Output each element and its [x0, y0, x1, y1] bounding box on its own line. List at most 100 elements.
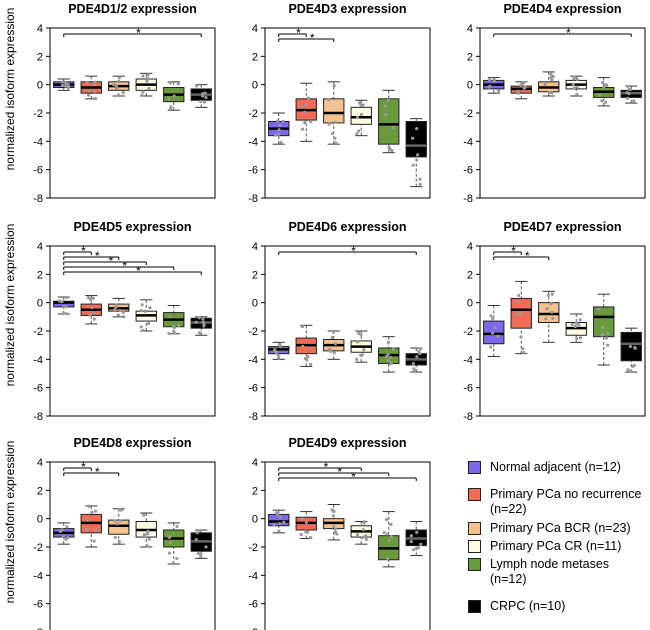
data-point	[390, 149, 394, 153]
data-point	[64, 305, 68, 309]
y-tick-label: 4	[37, 241, 43, 253]
panel-8: PDE4D9 expression 4 2 0 -2 -4 -6 -8 * * *	[248, 436, 431, 630]
significance-label: *	[324, 460, 329, 474]
data-point	[203, 91, 207, 95]
data-point	[391, 126, 395, 130]
data-point	[87, 89, 91, 93]
y-tick-label: 2	[252, 269, 258, 281]
data-point	[606, 331, 610, 336]
panel-frame	[264, 27, 431, 199]
y-tick-label: 2	[467, 269, 473, 281]
data-point	[493, 325, 497, 330]
data-point	[85, 80, 89, 85]
legend-swatch	[468, 522, 481, 535]
box-3	[108, 297, 130, 319]
data-point	[571, 83, 575, 87]
y-tick-label: 0	[252, 80, 258, 92]
legend-label: Primary PCa BCR (n=23)	[490, 521, 631, 535]
data-point	[119, 508, 123, 512]
data-point	[355, 357, 359, 361]
y-tick-label: -4	[248, 136, 258, 148]
box-3	[108, 75, 130, 98]
data-point	[412, 367, 416, 371]
data-point	[389, 535, 393, 539]
data-point	[139, 325, 143, 329]
box-3	[323, 329, 345, 360]
data-point	[90, 306, 94, 310]
data-point	[66, 83, 70, 87]
data-point	[389, 362, 393, 366]
data-point	[197, 331, 202, 335]
data-point	[88, 297, 92, 301]
significance-label: *	[81, 460, 86, 474]
data-point	[118, 519, 122, 523]
y-tick-label: -2	[463, 108, 473, 120]
data-point	[573, 324, 577, 329]
data-point	[204, 545, 208, 549]
panel-3: PDE4D4 expression 4 2 0 -2 -4 -6 -8 *	[463, 2, 646, 205]
data-point	[171, 325, 176, 329]
data-point	[171, 562, 175, 566]
significance-label: *	[95, 249, 100, 263]
panel-frame	[479, 245, 646, 417]
data-point	[333, 136, 337, 140]
box-4	[135, 299, 157, 333]
y-tick-label: 2	[37, 51, 43, 63]
data-point	[303, 529, 308, 533]
data-point	[625, 96, 629, 100]
data-point	[489, 345, 493, 349]
box-2	[80, 504, 102, 548]
significance-label: *	[109, 254, 114, 268]
data-point	[145, 79, 149, 83]
data-point	[198, 528, 203, 533]
data-point	[631, 364, 635, 368]
data-point	[384, 112, 388, 116]
y-tick-label: 4	[467, 241, 473, 253]
data-point	[177, 323, 181, 328]
data-point	[597, 307, 601, 311]
data-point	[115, 522, 119, 526]
data-point	[550, 310, 554, 314]
legend-item-primary-cr: Primary PCa CR (n=11)	[468, 539, 648, 554]
significance-label: *	[136, 264, 141, 278]
y-tick-label: -4	[248, 570, 258, 582]
legend-item-lymph-node: Lymph node metases (n=12)	[468, 557, 648, 587]
data-point	[65, 312, 69, 316]
data-point	[309, 346, 313, 350]
data-point	[168, 535, 172, 539]
y-tick-label: 0	[252, 514, 258, 526]
significance-label: *	[81, 244, 86, 258]
y-tick-label: -6	[248, 383, 258, 395]
y-tick-label: 0	[37, 514, 43, 526]
data-point	[91, 296, 95, 300]
data-point	[57, 299, 62, 303]
box-5	[593, 77, 615, 107]
box-2	[80, 295, 102, 325]
y-tick-label: -8	[248, 411, 258, 423]
panel-frame	[479, 27, 646, 199]
y-tick-label: -4	[463, 354, 473, 366]
data-point	[578, 318, 582, 322]
data-point	[175, 556, 179, 561]
box-2	[510, 80, 532, 100]
data-point	[142, 533, 147, 537]
data-point	[383, 104, 387, 108]
data-point	[143, 309, 147, 313]
data-point	[359, 103, 363, 107]
data-point	[412, 548, 416, 552]
data-point	[359, 353, 363, 357]
data-point	[194, 538, 198, 542]
y-tick-label: -6	[248, 599, 258, 611]
data-point	[332, 351, 336, 355]
data-point	[282, 520, 286, 524]
data-point	[604, 100, 608, 104]
data-point	[546, 293, 550, 297]
data-point	[626, 84, 630, 88]
data-point	[88, 313, 92, 317]
data-point	[327, 347, 332, 352]
legend-item-primary-no-recurrence: Primary PCa no recurrence (n=22)	[468, 487, 648, 517]
box-1	[268, 341, 290, 360]
panel-title: PDE4D9 expression	[288, 436, 406, 450]
data-point	[412, 369, 417, 374]
data-point	[117, 76, 121, 80]
